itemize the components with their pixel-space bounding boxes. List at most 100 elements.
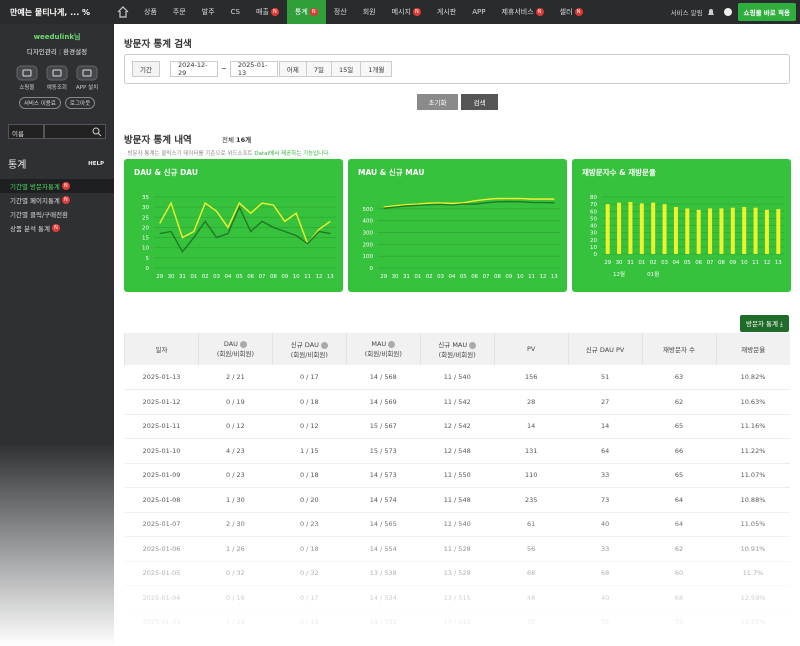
side-menu-item[interactable]: 기간별 방문자통계 N [0, 179, 114, 193]
column-header: 신규 MAU (회원/비회원) [419, 333, 495, 365]
apply-button[interactable]: 쇼핑몰 바로 적용 [737, 3, 796, 21]
menu-item[interactable]: 메시지 N [384, 0, 429, 24]
icon-bg [46, 65, 68, 81]
toggle[interactable] [722, 6, 734, 18]
quick-button[interactable]: 7일 [305, 61, 332, 77]
side-icon[interactable]: 쇼핑몰 [16, 65, 38, 91]
side-button[interactable]: 로그아웃 [64, 97, 96, 109]
menu-item[interactable]: 셀러 N [552, 0, 591, 24]
icon-label: 예동조회 [46, 85, 67, 91]
bar [753, 207, 758, 254]
y-tick-label: 5 [146, 256, 150, 262]
side-icon[interactable]: APP 설치 [76, 65, 98, 91]
bar [696, 209, 701, 254]
help[interactable]: HELP [88, 160, 104, 167]
side-icon[interactable]: 예동조회 [46, 65, 68, 91]
quick-button[interactable]: 1개월 [360, 61, 393, 77]
side-menu-item[interactable]: 기간별 클릭/구매전환 [0, 207, 114, 221]
bar [605, 204, 610, 254]
user: weedulink님 [33, 33, 81, 41]
menu-item[interactable]: 발주 [194, 0, 223, 24]
side-menu-item[interactable]: 기간별 페이지통계 N [0, 193, 114, 207]
x-tick-label: 03 [213, 274, 220, 280]
cell: 4 / 23 [198, 438, 273, 464]
menu-item[interactable]: 정산 [326, 0, 355, 24]
header-title: 일자 [155, 346, 168, 354]
x-tick-label: 06 [471, 274, 478, 280]
note-highlight: DataI에서 제공하는 기능입니다. [254, 151, 331, 157]
line [383, 197, 555, 208]
y-tick-label: 50 [590, 216, 597, 222]
y-tick-label: 100 [363, 254, 374, 260]
side-button[interactable]: 서비스 이용료 [18, 97, 61, 109]
quick-button[interactable]: 어제 [278, 61, 307, 77]
cell: 11 / 550 [420, 463, 495, 488]
link[interactable]: 디자인관리 [26, 48, 57, 56]
cell: 65 [642, 463, 716, 488]
cell: 51 [568, 365, 643, 390]
cell: 2025-01-12 [124, 389, 199, 415]
link[interactable]: 환경설정 [63, 48, 88, 56]
x-tick-label: 01 [190, 274, 197, 280]
menu-item[interactable]: 게시판 [429, 0, 464, 24]
icon-box [76, 65, 98, 81]
menu-item[interactable]: 매출 N [248, 0, 287, 24]
chart: MAU & 신규 MAU 0 100 200 300 400 500 29 30 31 01 02 03… [358, 167, 560, 280]
menu-item[interactable]: 주문 [165, 0, 194, 24]
button-row: 서비스 이용료 로그아웃 [0, 97, 114, 109]
home-icon[interactable] [116, 5, 130, 19]
quick-button[interactable]: 15일 [330, 61, 362, 77]
end-date[interactable]: 2025-01-13 [229, 61, 278, 77]
cell: 2025-01-09 [124, 463, 199, 488]
y-tick-label: 30 [142, 205, 149, 211]
search-input[interactable] [44, 124, 106, 139]
menu-item[interactable]: 상품 [136, 0, 165, 24]
note-text: · 방문자 통계는 클릭스기 데이터를 기준으로 위드소프트 [124, 151, 253, 157]
cell: 27 [568, 389, 643, 415]
y-tick-label: 20 [590, 238, 597, 244]
menu: 상품 주문 발주 CS 매출 N 통계 N 정산 회원 메시지 N 게시판 APP 제휴서비스 N 셀러 N [136, 0, 591, 24]
bar [776, 209, 781, 254]
y-tick-label: 0 [370, 266, 374, 272]
menu-item[interactable]: 회원 [355, 0, 384, 24]
x-tick-label: 09 [505, 274, 512, 280]
y-tick-label: 30 [590, 231, 597, 237]
start-date[interactable]: 2024-12-29 [169, 61, 218, 77]
x-tick-label: 03 [661, 260, 668, 266]
side-menu-label: 상품 분석 통계 [10, 225, 51, 233]
fade [114, 500, 800, 646]
cell: 14 [494, 414, 569, 439]
x-tick-label: 02 [202, 274, 209, 280]
header-title: 재방문자 수 [663, 346, 696, 354]
submit-button[interactable]: 검색 [461, 94, 498, 110]
x-tick-label: 04 [672, 260, 679, 266]
menu-label: 주문 [172, 8, 186, 16]
side-menu-item[interactable]: 상품 분석 통계 N [0, 221, 114, 235]
menu-item[interactable]: 제휴서비스 N [493, 0, 551, 24]
x-tick-label: 08 [718, 260, 725, 266]
bell-icon[interactable] [706, 7, 716, 17]
y-tick-label: 200 [363, 242, 374, 248]
menu-label: CS [230, 8, 241, 16]
reset-button[interactable]: 초기화 [417, 94, 458, 110]
menu-item[interactable]: CS [223, 0, 248, 24]
x-tick-label: 30 [616, 260, 623, 266]
badge: N [61, 196, 70, 204]
icon-label: 쇼핑몰 [19, 85, 35, 91]
x-tick-label: 11 [528, 274, 535, 280]
bar [742, 206, 747, 254]
alert[interactable]: 서비스 알림 [670, 9, 703, 17]
menu-item[interactable]: APP [464, 0, 493, 24]
select[interactable]: 이름 [8, 124, 44, 139]
x-tick-label: 12 [539, 274, 546, 280]
x-tick-label: 10 [741, 260, 748, 266]
y-tick-label: 500 [363, 207, 374, 213]
table-row: 2025-01-09 0 / 23 0 / 18 14 / 573 11 / 550 11… [124, 463, 790, 488]
x-tick-label: 12 [315, 274, 322, 280]
menu-item[interactable]: 통계 N [286, 0, 326, 24]
download-button[interactable]: 방문자 통계 ⤓ [740, 315, 789, 332]
x-tick-label: 07 [483, 274, 490, 280]
